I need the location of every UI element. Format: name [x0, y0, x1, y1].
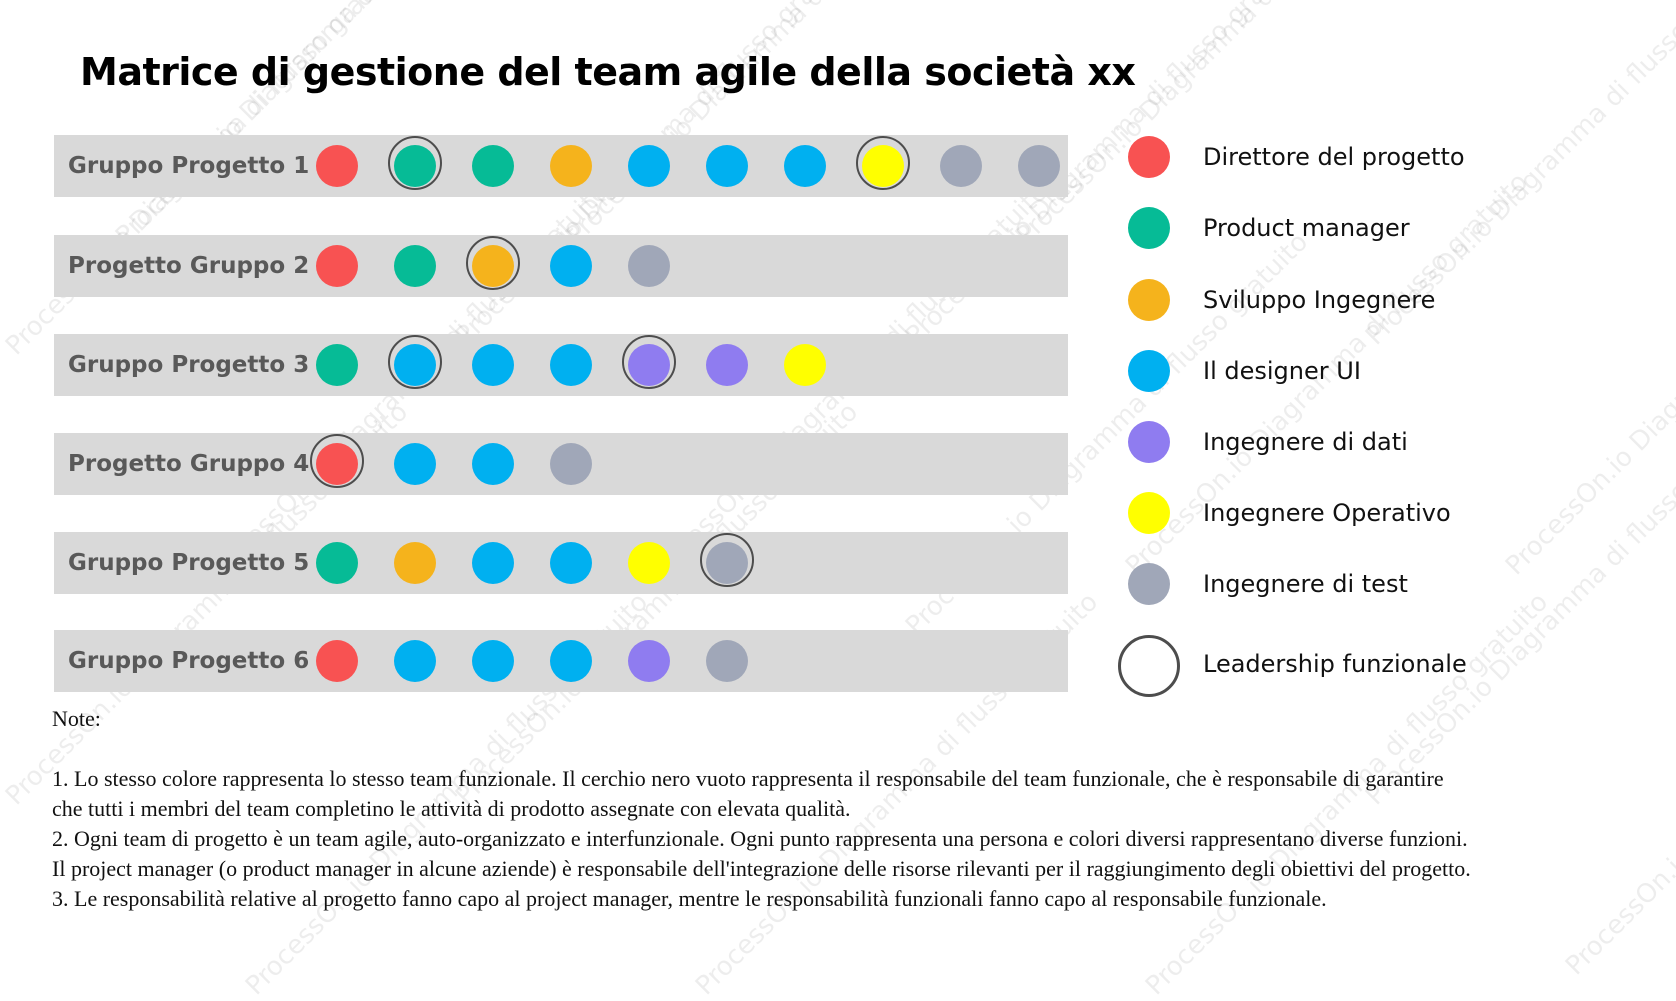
- team-row: Progetto Gruppo 4: [54, 433, 1068, 495]
- member-dot-designer: [550, 344, 592, 386]
- leader-ring: [700, 533, 754, 587]
- leader-ring: [388, 136, 442, 190]
- member-dot-sviluppo: [394, 542, 436, 584]
- legend-swatch: [1128, 492, 1170, 534]
- watermark-text: ProcessOn.io Diagramma di flusso gratuit…: [110, 0, 525, 252]
- legend-label: Product manager: [1203, 214, 1410, 242]
- watermark-text: ProcessOn.io Diagramma di flusso gratuit…: [1500, 167, 1676, 582]
- member-dot-designer: [628, 145, 670, 187]
- team-row-label: Gruppo Progetto 3: [68, 352, 310, 378]
- member-dot-designer: [550, 245, 592, 287]
- member-dot-product: [472, 145, 514, 187]
- team-row: Progetto Gruppo 2: [54, 235, 1068, 297]
- legend-label: Leadership funzionale: [1203, 650, 1467, 678]
- legend-label: Direttore del progetto: [1203, 143, 1465, 171]
- notes: Note: 1. Lo stesso colore rappresenta lo…: [52, 704, 1472, 914]
- member-dot-test: [1018, 145, 1060, 187]
- member-dot-operativo: [628, 542, 670, 584]
- member-dot-designer: [394, 443, 436, 485]
- member-dot-designer: [472, 443, 514, 485]
- member-dot-product: [316, 542, 358, 584]
- member-dot-designer: [550, 640, 592, 682]
- team-row-label: Gruppo Progetto 6: [68, 648, 310, 674]
- leader-ring: [388, 335, 442, 389]
- member-dot-designer: [394, 640, 436, 682]
- member-dot-test: [940, 145, 982, 187]
- team-row: Gruppo Progetto 5: [54, 532, 1068, 594]
- member-dot-product: [394, 245, 436, 287]
- legend-label: Ingegnere Operativo: [1203, 499, 1451, 527]
- member-dot-designer: [472, 640, 514, 682]
- leader-ring: [466, 236, 520, 290]
- page-title: Matrice di gestione del team agile della…: [80, 50, 1136, 94]
- team-row: Gruppo Progetto 3: [54, 334, 1068, 396]
- member-dot-test: [706, 640, 748, 682]
- legend-ring-swatch: [1118, 635, 1180, 697]
- watermark-text: ProcessOn.io Diagramma di flusso gratuit…: [560, 0, 975, 252]
- legend-swatch: [1128, 207, 1170, 249]
- legend-swatch: [1128, 421, 1170, 463]
- team-row: Gruppo Progetto 6: [54, 630, 1068, 692]
- leader-ring: [856, 136, 910, 190]
- member-dot-direttore: [316, 245, 358, 287]
- member-dot-sviluppo: [550, 145, 592, 187]
- legend-label: Il designer UI: [1203, 357, 1361, 385]
- legend-swatch: [1128, 350, 1170, 392]
- watermark-text: ProcessOn.io Diagramma di flusso gratuit…: [1560, 567, 1676, 982]
- leader-ring: [622, 335, 676, 389]
- notes-title: Note:: [52, 706, 101, 731]
- member-dot-test: [550, 443, 592, 485]
- member-dot-test: [628, 245, 670, 287]
- member-dot-designer: [706, 145, 748, 187]
- member-dot-designer: [472, 344, 514, 386]
- team-row-label: Gruppo Progetto 1: [68, 153, 310, 179]
- member-dot-operativo: [784, 344, 826, 386]
- member-dot-dati: [706, 344, 748, 386]
- member-dot-designer: [550, 542, 592, 584]
- member-dot-designer: [472, 542, 514, 584]
- note-line-2: 2. Ogni team di progetto è un team agile…: [52, 826, 1471, 881]
- member-dot-designer: [784, 145, 826, 187]
- legend-swatch: [1128, 563, 1170, 605]
- team-row-label: Progetto Gruppo 2: [68, 253, 310, 279]
- member-dot-dati: [628, 640, 670, 682]
- note-line-1: 1. Lo stesso colore rappresenta lo stess…: [52, 766, 1444, 821]
- member-dot-product: [316, 344, 358, 386]
- member-dot-direttore: [316, 640, 358, 682]
- team-row-label: Progetto Gruppo 4: [68, 451, 310, 477]
- legend-label: Ingegnere di dati: [1203, 428, 1408, 456]
- team-row-label: Gruppo Progetto 5: [68, 550, 310, 576]
- legend-swatch: [1128, 279, 1170, 321]
- team-row: Gruppo Progetto 1: [54, 135, 1068, 197]
- note-line-3: 3. Le responsabilità relative al progett…: [52, 886, 1327, 911]
- member-dot-direttore: [316, 145, 358, 187]
- legend-swatch: [1128, 136, 1170, 178]
- legend-label: Sviluppo Ingegnere: [1203, 286, 1436, 314]
- legend-label: Ingegnere di test: [1203, 570, 1408, 598]
- leader-ring: [310, 434, 364, 488]
